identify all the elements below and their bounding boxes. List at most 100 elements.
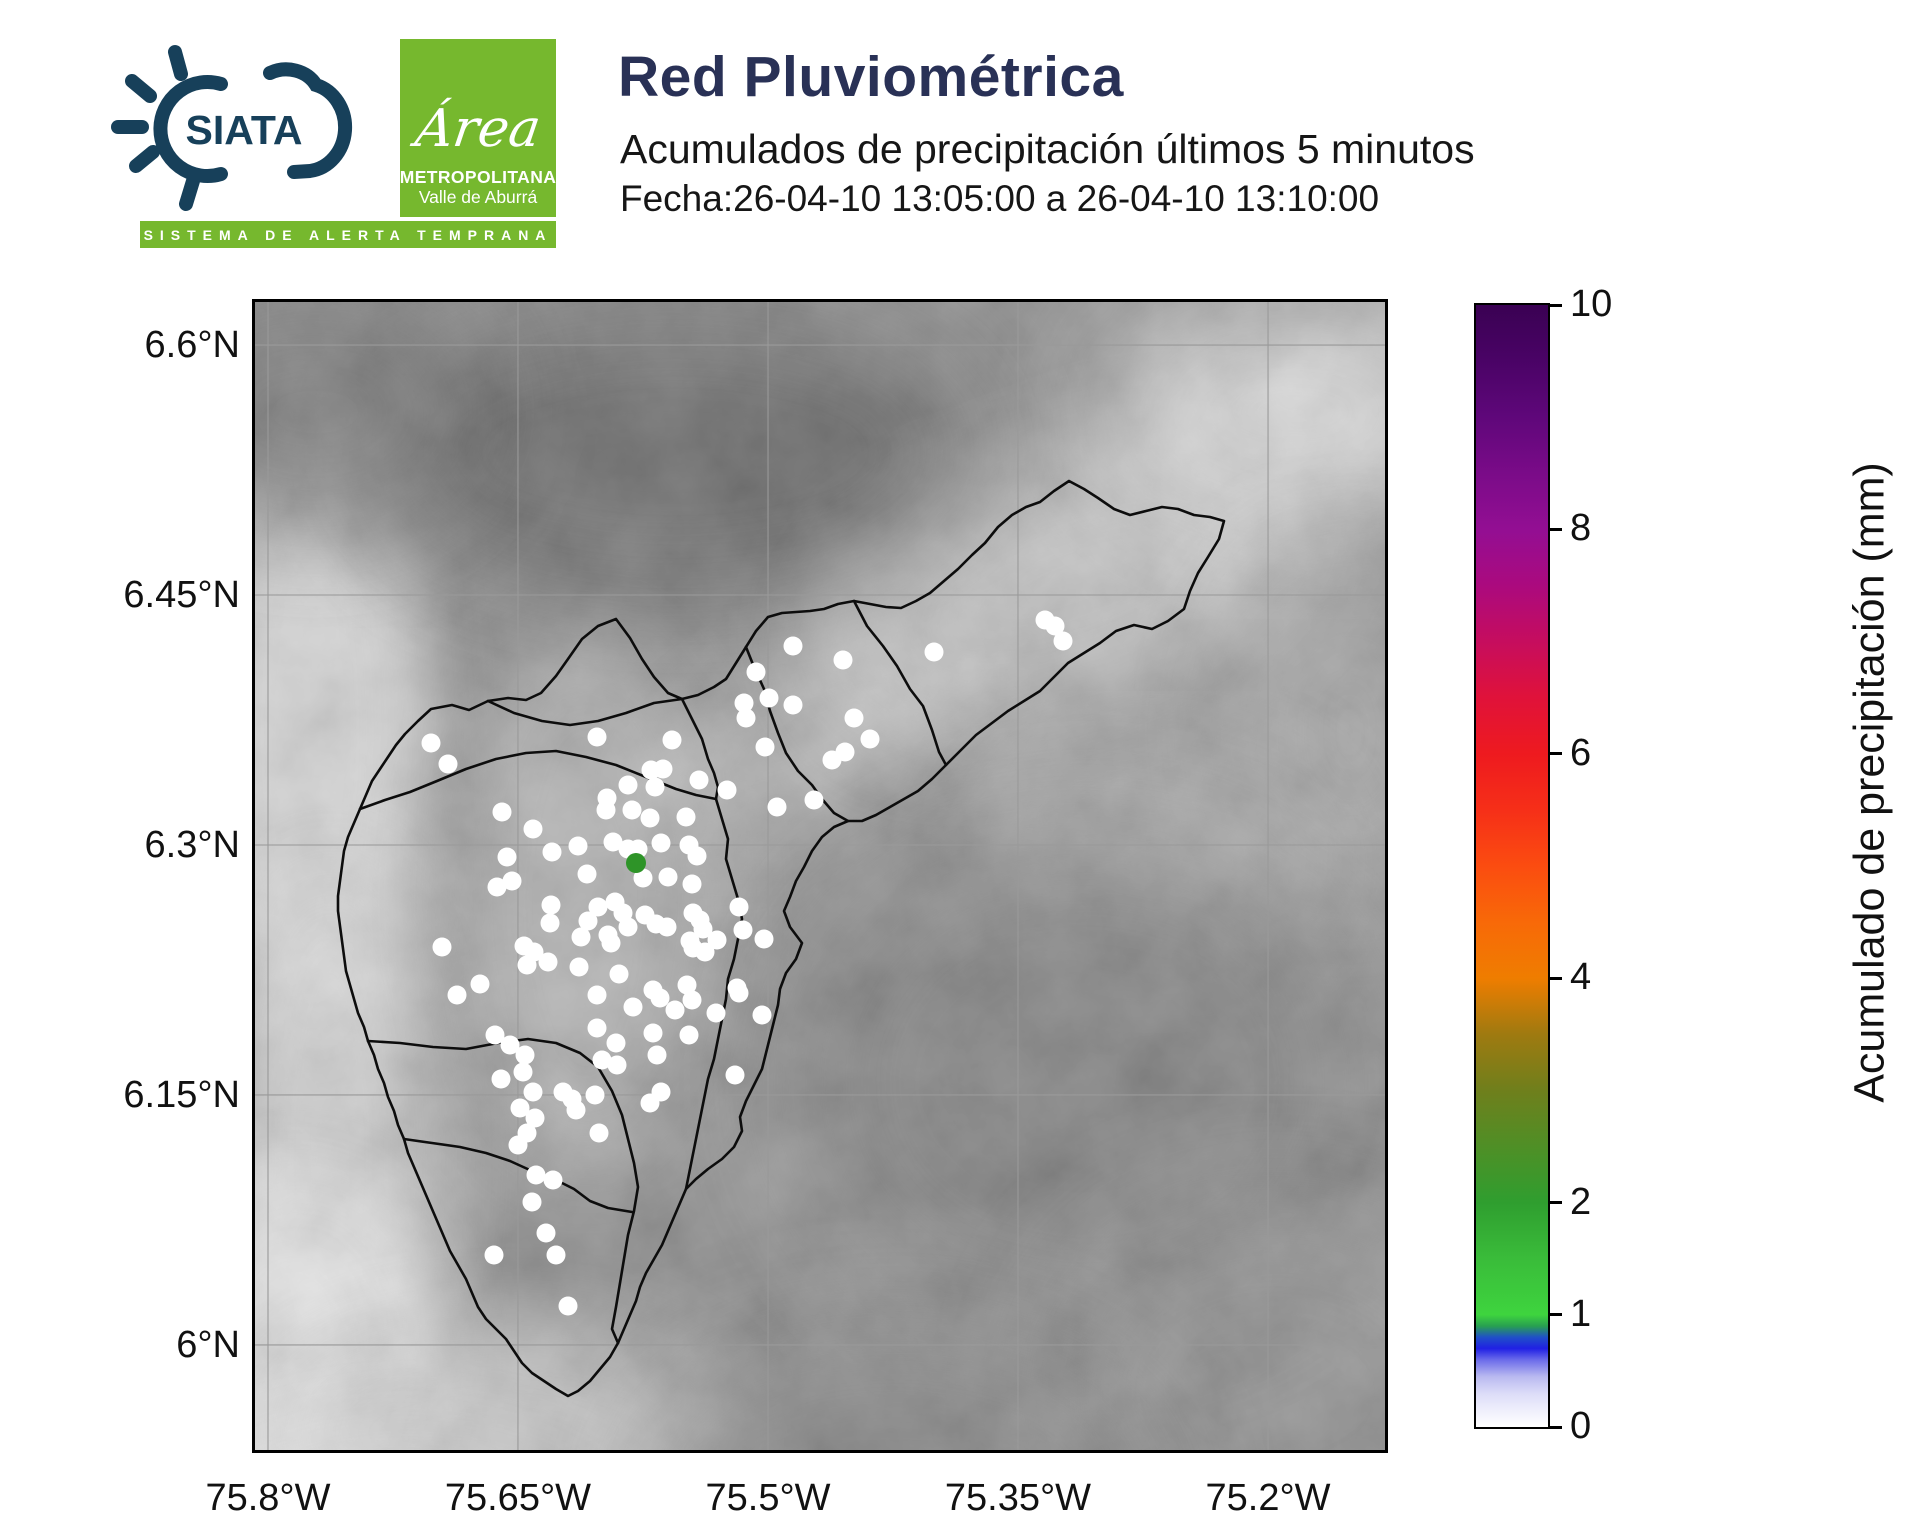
station-dot: [536, 1223, 556, 1243]
alert-banner: SISTEMA DE ALERTA TEMPRANA: [140, 221, 556, 248]
boundary-caldas-east: [596, 1065, 640, 1345]
station-dot: [693, 919, 713, 939]
terrain-shading: [255, 302, 1385, 1450]
station-dot: [510, 1098, 530, 1118]
station-dot: [542, 842, 562, 862]
station-dot: [623, 997, 643, 1017]
station-dot: [438, 754, 458, 774]
x-tick-label: 75.2°W: [1205, 1477, 1331, 1519]
station-dot: [577, 864, 597, 884]
station-dot: [729, 897, 749, 917]
station-dot: [658, 867, 678, 887]
rain-gauge-stations: [421, 610, 1073, 1316]
station-dot: [609, 964, 629, 984]
date-range: Fecha:26-04-10 13:05:00 a 26-04-10 13:10…: [620, 178, 1380, 219]
station-dot: [752, 1005, 772, 1025]
page-subtitle: Acumulados de precipitación últimos 5 mi…: [620, 126, 1475, 172]
station-dot: [754, 929, 774, 949]
colorbar-tick-mark: [1548, 752, 1562, 756]
station-dot: [500, 1035, 520, 1055]
siata-logo-text: SIATA: [186, 107, 303, 153]
station-dot: [651, 1082, 671, 1102]
station-dot: [603, 832, 623, 852]
station-dot: [729, 983, 749, 1003]
colorbar-tick-label: 4: [1570, 956, 1592, 999]
station-dot: [540, 913, 560, 933]
page-title: Red Pluviométrica: [618, 45, 1124, 109]
station-dot: [497, 847, 517, 867]
station-dot: [578, 911, 598, 931]
station-dot: [525, 1108, 545, 1128]
station-dot: [682, 990, 702, 1010]
station-dot: [485, 1025, 505, 1045]
boundary-hat-base: [486, 697, 684, 727]
colorbar-axis-label: Acumulado de precipitación (mm): [1845, 462, 1894, 1103]
amva-logo: Área METROPOLITANA Valle de Aburrá: [400, 39, 556, 217]
x-tick-label: 75.5°W: [705, 1477, 831, 1519]
station-dot: [733, 920, 753, 940]
station-dot: [725, 1065, 745, 1085]
station-dot: [558, 1296, 578, 1316]
y-tick-label: 6.45°N: [123, 573, 240, 616]
station-dot: [706, 1003, 726, 1023]
station-dot: [924, 642, 944, 662]
station-dot: [587, 985, 607, 1005]
station-dot: [682, 874, 702, 894]
station-dot: [651, 833, 671, 853]
station-dot: [647, 1045, 667, 1065]
station-dot: [587, 727, 607, 747]
station-dot: [571, 927, 591, 947]
colorbar-tick-label: 1: [1570, 1292, 1592, 1335]
station-dot: [662, 730, 682, 750]
station-dot: [447, 985, 467, 1005]
station-dot: [543, 1170, 563, 1190]
colorbar-tick-label: 8: [1570, 507, 1592, 550]
station-dot: [860, 729, 880, 749]
station-dot: [502, 871, 522, 891]
station-dot: [546, 1245, 566, 1265]
station-dot: [650, 988, 670, 1008]
station-dot: [1045, 616, 1065, 636]
station-dot: [833, 650, 853, 670]
station-dot: [767, 797, 787, 817]
x-tick-label: 75.35°W: [944, 1477, 1092, 1519]
siata-logo: SIATA: [98, 26, 398, 221]
station-dot: [522, 1192, 542, 1212]
station-dot: [492, 802, 512, 822]
station-dot: [679, 1025, 699, 1045]
station-dot: [759, 688, 779, 708]
y-tick-label: 6.3°N: [144, 824, 240, 866]
station-dot: [588, 897, 608, 917]
grid-lines: [255, 302, 1385, 1450]
station-dot: [508, 1135, 528, 1155]
station-dot: [513, 1062, 533, 1082]
station-dot: [592, 1050, 612, 1070]
station-dot: [601, 933, 621, 953]
station-dot: [432, 937, 452, 957]
station-dot: [585, 1085, 605, 1105]
station-dot: [736, 708, 756, 728]
station-dot: [517, 955, 537, 975]
colorbar-tick-mark: [1548, 303, 1562, 307]
station-dot: [653, 759, 673, 779]
station-dot: [643, 1023, 663, 1043]
station-dot: [470, 974, 490, 994]
y-tick-label: 6.15°N: [123, 1073, 240, 1116]
station-dot: [783, 636, 803, 656]
colorbar-tick-label: 2: [1570, 1180, 1592, 1223]
y-tick-label: 6°N: [176, 1323, 240, 1366]
station-dot: [568, 836, 588, 856]
station-dot: [538, 952, 558, 972]
station-dot: [689, 770, 709, 790]
station-dot: [607, 1055, 627, 1075]
x-tick-label: 75.65°W: [444, 1477, 592, 1519]
station-dot: [606, 1033, 626, 1053]
station-dot: [677, 975, 697, 995]
station-dot: [487, 877, 507, 897]
colorbar-tick-label: 10: [1570, 283, 1613, 325]
station-dot: [707, 930, 727, 950]
station-dot: [676, 807, 696, 827]
map-panel: [252, 299, 1388, 1453]
amva-logo-line2: METROPOLITANA: [399, 167, 557, 187]
station-dot: [491, 1069, 511, 1089]
